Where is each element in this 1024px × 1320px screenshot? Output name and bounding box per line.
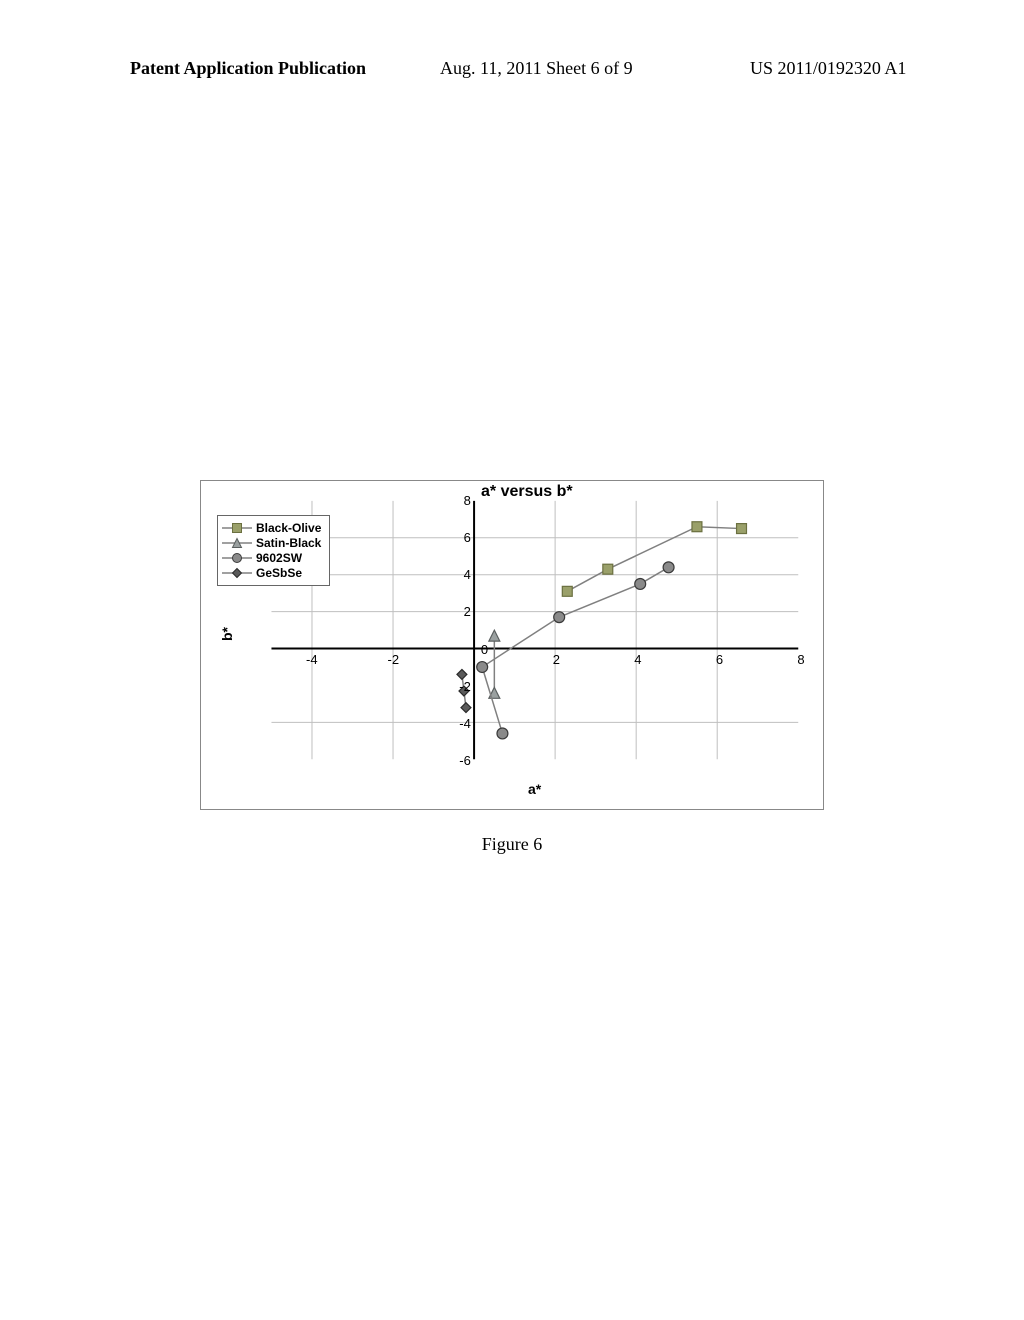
legend-label: Satin-Black bbox=[256, 536, 321, 550]
legend-swatch-icon bbox=[222, 567, 252, 579]
legend-item: GeSbSe bbox=[222, 566, 321, 580]
chart-frame: a* versus b* b* a* Black-OliveSatin-Blac… bbox=[200, 480, 824, 810]
legend-item: Black-Olive bbox=[222, 521, 321, 535]
header-mid: Aug. 11, 2011 Sheet 6 of 9 bbox=[440, 58, 633, 79]
tick-label: 6 bbox=[716, 652, 723, 667]
chart-legend: Black-OliveSatin-Black9602SWGeSbSe bbox=[217, 515, 330, 586]
header-left: Patent Application Publication bbox=[130, 58, 366, 79]
tick-label: -6 bbox=[459, 753, 471, 768]
legend-item: 9602SW bbox=[222, 551, 321, 565]
legend-label: Black-Olive bbox=[256, 521, 321, 535]
tick-label: 2 bbox=[553, 652, 560, 667]
tick-label: 2 bbox=[464, 604, 471, 619]
legend-swatch-icon bbox=[222, 552, 252, 564]
tick-label: -2 bbox=[388, 652, 400, 667]
tick-label: 6 bbox=[464, 530, 471, 545]
tick-label: 8 bbox=[464, 493, 471, 508]
legend-swatch-icon bbox=[222, 537, 252, 549]
legend-swatch-icon bbox=[222, 522, 252, 534]
legend-label: GeSbSe bbox=[256, 566, 302, 580]
tick-label: -2 bbox=[459, 679, 471, 694]
figure-caption: Figure 6 bbox=[0, 834, 1024, 855]
tick-label: -4 bbox=[306, 652, 318, 667]
tick-label: 8 bbox=[797, 652, 804, 667]
tick-label: 4 bbox=[464, 567, 471, 582]
tick-label: -4 bbox=[459, 716, 471, 731]
legend-label: 9602SW bbox=[256, 551, 302, 565]
tick-label: 4 bbox=[634, 652, 641, 667]
header-right: US 2011/0192320 A1 bbox=[750, 58, 906, 79]
tick-label: 0 bbox=[481, 642, 488, 657]
x-axis-label: a* bbox=[528, 781, 541, 797]
legend-item: Satin-Black bbox=[222, 536, 321, 550]
